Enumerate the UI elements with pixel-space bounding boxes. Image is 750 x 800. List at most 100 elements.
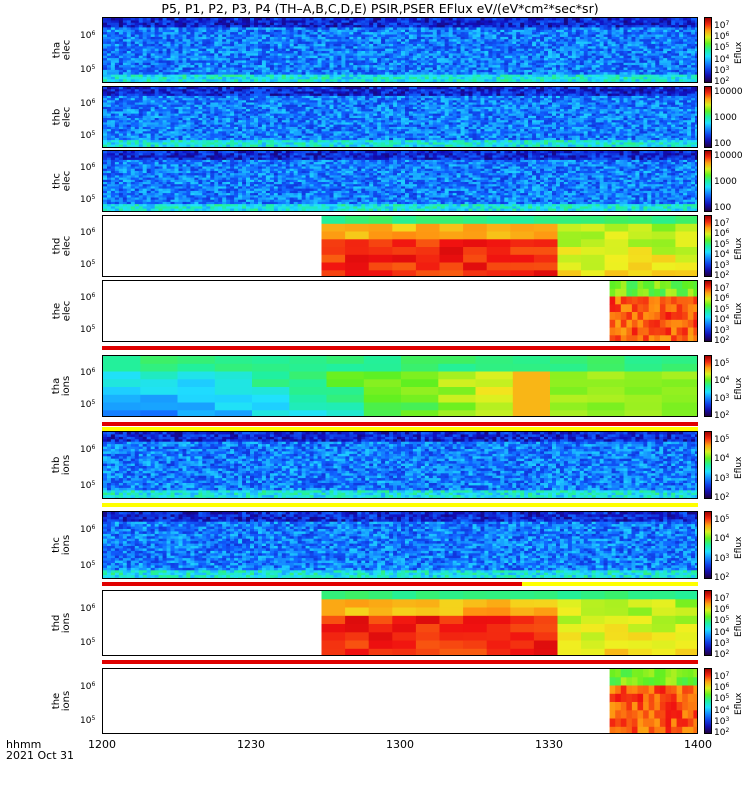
spectrogram-cell <box>289 53 295 57</box>
spectrogram-cell <box>194 93 199 97</box>
spectrogram-cell <box>162 27 168 31</box>
spectrogram-cell <box>607 74 613 78</box>
spectrogram-cell <box>540 20 545 24</box>
spectrogram-cell <box>567 76 573 80</box>
spectrogram-cell <box>273 41 279 45</box>
spectrogram-cell <box>540 65 545 69</box>
spectrogram-cell <box>424 39 430 43</box>
spectrogram-cell <box>218 60 223 64</box>
spectrogram-cell <box>556 25 561 29</box>
spectrogram-cell <box>206 32 211 36</box>
spectrogram-cell <box>214 43 219 47</box>
spectrogram-cell <box>464 81 470 82</box>
spectrogram-cell <box>516 58 521 62</box>
spectrogram-cell <box>369 60 374 64</box>
spectrogram-cell <box>321 69 327 73</box>
spectrogram-cell <box>369 18 374 21</box>
spectrogram-cell <box>174 53 180 57</box>
spectrogram-cell <box>293 27 299 31</box>
spectrogram-cell <box>261 74 267 78</box>
spectrogram-cell <box>559 72 565 76</box>
spectrogram-cell <box>492 43 497 47</box>
spectrogram-cell <box>281 25 287 29</box>
spectrogram-cell <box>146 69 152 73</box>
spectrogram-cell <box>548 22 553 26</box>
spectrogram-cell <box>130 72 136 76</box>
spectrogram-cell <box>261 25 267 29</box>
spectrogram-cell <box>559 39 565 43</box>
spectrogram-cell <box>150 144 156 147</box>
spectrogram-cell <box>389 58 394 62</box>
spectrogram-cell <box>317 34 323 38</box>
spectrogram-cell <box>162 41 168 45</box>
spectrogram-cell <box>321 48 327 52</box>
spectrogram-cell <box>349 46 354 50</box>
spectrogram-cell <box>420 25 426 29</box>
spectrogram-cell <box>393 25 398 29</box>
spectrogram-cell <box>639 39 644 43</box>
spectrogram-cell <box>103 81 108 82</box>
spectrogram-cell <box>154 95 160 99</box>
spectrogram-cell <box>408 58 414 62</box>
spectrogram-cell <box>254 46 259 50</box>
spectrogram-cell <box>309 60 315 64</box>
spectrogram-cell <box>647 34 652 38</box>
spectrogram-cell <box>269 39 275 43</box>
spectrogram-cell <box>436 72 442 76</box>
spectrogram-cell <box>611 27 617 31</box>
spectrogram-cell <box>603 27 609 31</box>
spectrogram-cell <box>162 131 168 135</box>
spectrogram-cell <box>146 22 152 26</box>
spectrogram-cell <box>230 20 235 24</box>
spectrogram-cell <box>599 39 605 43</box>
spectrogram-cell <box>488 55 493 59</box>
spectrogram-cell <box>218 74 223 78</box>
spectrogram-cell <box>285 79 291 82</box>
spectrogram-cell <box>182 126 188 130</box>
spectrogram-cell <box>202 32 207 36</box>
spectrogram-cell <box>114 131 120 135</box>
spectrogram-cell <box>615 36 621 40</box>
spectrogram-cell <box>154 87 160 90</box>
spectrogram-cell <box>412 65 418 69</box>
spectrogram-cell <box>671 46 676 50</box>
spectrogram-cell <box>552 72 557 76</box>
spectrogram-cell <box>627 81 633 82</box>
spectrogram-cell <box>114 41 120 45</box>
spectrogram-cell <box>540 79 545 82</box>
spectrogram-cell <box>655 39 660 43</box>
spectrogram-cell <box>448 65 454 69</box>
spectrogram-cell <box>548 55 553 59</box>
spectrogram-cell <box>516 22 521 26</box>
spectrogram-cell <box>520 81 525 82</box>
spectrogram-cell <box>440 65 446 69</box>
spectrogram-cell <box>567 62 573 66</box>
spectrogram-cell <box>480 79 486 82</box>
spectrogram-cell <box>182 69 188 73</box>
spectrogram-cell <box>591 69 597 73</box>
spectrogram-cell <box>353 58 358 62</box>
spectrogram-cell <box>194 72 199 76</box>
spectrogram-cell <box>178 124 184 128</box>
spectrogram-cell <box>369 55 374 59</box>
spectrogram-cell <box>182 87 188 90</box>
spectrogram-cell <box>297 27 303 31</box>
spectrogram-cell <box>174 51 180 54</box>
spectrogram-cell <box>500 18 505 21</box>
spectrogram-cell <box>234 79 239 82</box>
spectrogram-cell <box>357 18 362 21</box>
spectrogram-cell <box>277 53 283 57</box>
spectrogram-cell <box>556 48 561 52</box>
spectrogram-cell <box>556 58 561 62</box>
spectrogram-cell <box>476 27 482 31</box>
spectrogram-cell <box>408 74 414 78</box>
spectrogram-cell <box>579 74 585 78</box>
spectrogram-cell <box>325 79 331 82</box>
spectrogram-cell <box>671 79 676 82</box>
spectrogram-cell <box>405 53 410 57</box>
spectrogram-cell <box>357 76 362 80</box>
spectrogram-cell <box>170 87 176 90</box>
spectrogram-cell <box>150 89 156 92</box>
spectrogram-cell <box>524 39 529 43</box>
spectrogram-cell <box>528 69 533 73</box>
